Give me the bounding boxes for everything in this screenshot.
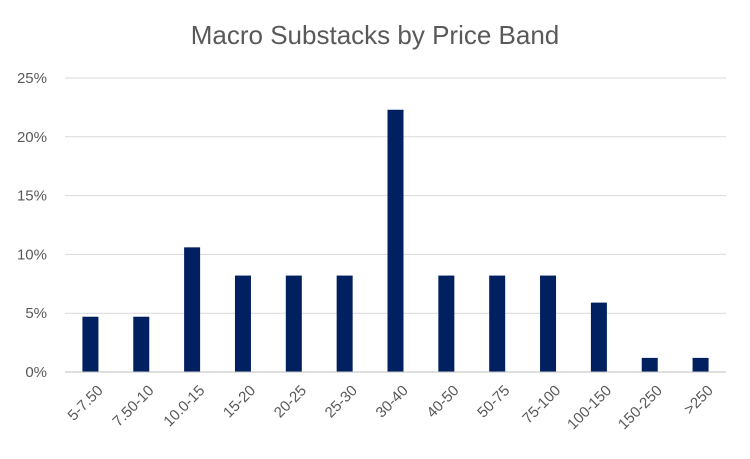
x-tick-label: 20-25 [271, 382, 310, 421]
bar [285, 275, 302, 372]
x-tick-label: 7.50-10 [109, 382, 157, 430]
bar [590, 302, 607, 372]
bar [184, 247, 201, 372]
bars [82, 109, 709, 372]
bar [692, 357, 709, 372]
y-tick-label: 5% [25, 305, 47, 322]
chart-title: Macro Substacks by Price Band [191, 20, 560, 50]
bar [387, 109, 404, 372]
y-tick-label: 10% [17, 246, 47, 263]
x-tick-label: 150-250 [615, 382, 666, 433]
x-tick-label: 10.0-15 [160, 382, 208, 430]
bar [489, 275, 506, 372]
y-tick-label: 15% [17, 188, 47, 205]
bar [133, 316, 150, 372]
bar [336, 275, 353, 372]
x-tick-label: 50-75 [474, 382, 513, 421]
x-tick-label: 30-40 [373, 382, 412, 421]
y-axis-ticks: 0% 5% 10% 15% 20% 25% [17, 70, 47, 381]
x-tick-label: 15-20 [220, 382, 259, 421]
bar [641, 357, 658, 372]
y-tick-label: 20% [17, 129, 47, 146]
x-tick-label: 5-7.50 [65, 382, 107, 424]
y-tick-label: 25% [17, 70, 47, 87]
bar [540, 275, 557, 372]
bar [234, 275, 251, 372]
bar [438, 275, 455, 372]
x-tick-label: 75-100 [519, 382, 564, 427]
bar [82, 316, 99, 372]
x-axis-ticks: 5-7.50 7.50-10 10.0-15 15-20 20-25 25-30 30-40… [65, 382, 717, 433]
x-tick-label: 40-50 [423, 382, 462, 421]
y-tick-label: 0% [25, 364, 47, 381]
x-tick-label: >250 [681, 382, 717, 418]
x-tick-label: 100-150 [564, 382, 615, 433]
x-tick-label: 25-30 [322, 382, 361, 421]
